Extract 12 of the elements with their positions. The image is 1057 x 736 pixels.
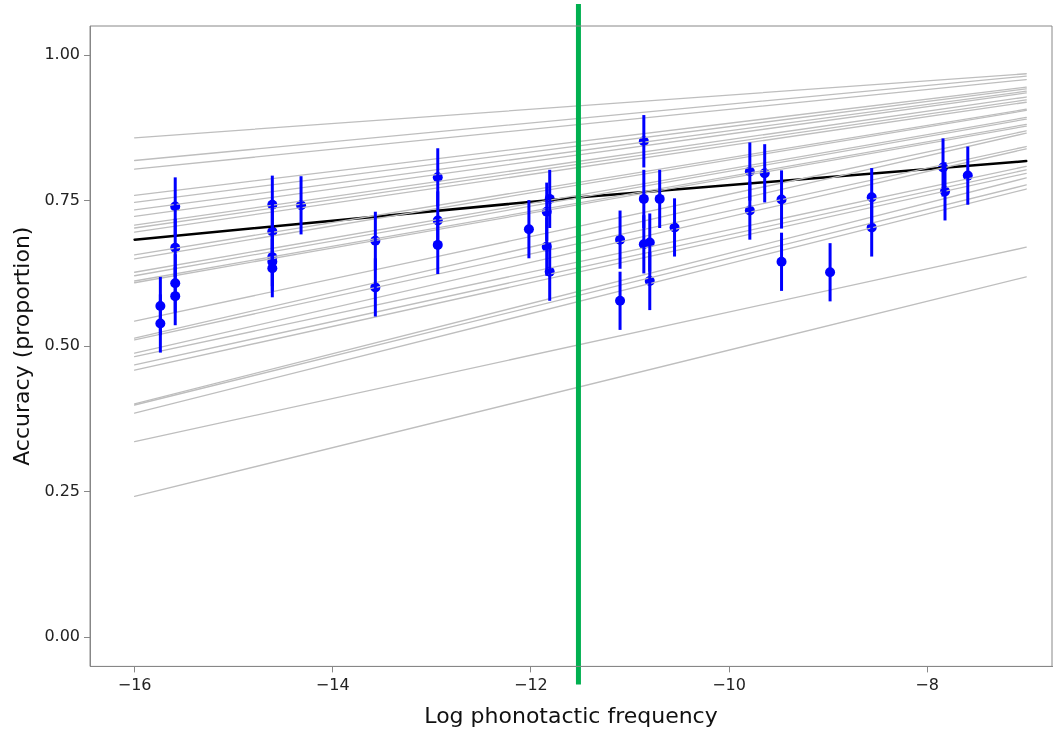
y-tick-label: 0.00 — [44, 626, 81, 646]
x-tick-label: −10 — [712, 675, 746, 695]
y-tick-label: 0.25 — [44, 480, 81, 500]
x-tick-label: −8 — [915, 675, 939, 695]
y-tick-label: 1.00 — [44, 44, 81, 64]
y-tick-label: 0.75 — [44, 189, 81, 209]
y-tick-label: 0.50 — [44, 335, 81, 355]
y-axis-title: Accuracy (proportion) — [8, 226, 34, 466]
x-tick-label: −16 — [117, 675, 152, 695]
x-tick-label: −14 — [315, 675, 350, 695]
x-tick-label: −12 — [514, 675, 548, 695]
x-axis-title: Log phonotactic frequency — [424, 702, 718, 728]
